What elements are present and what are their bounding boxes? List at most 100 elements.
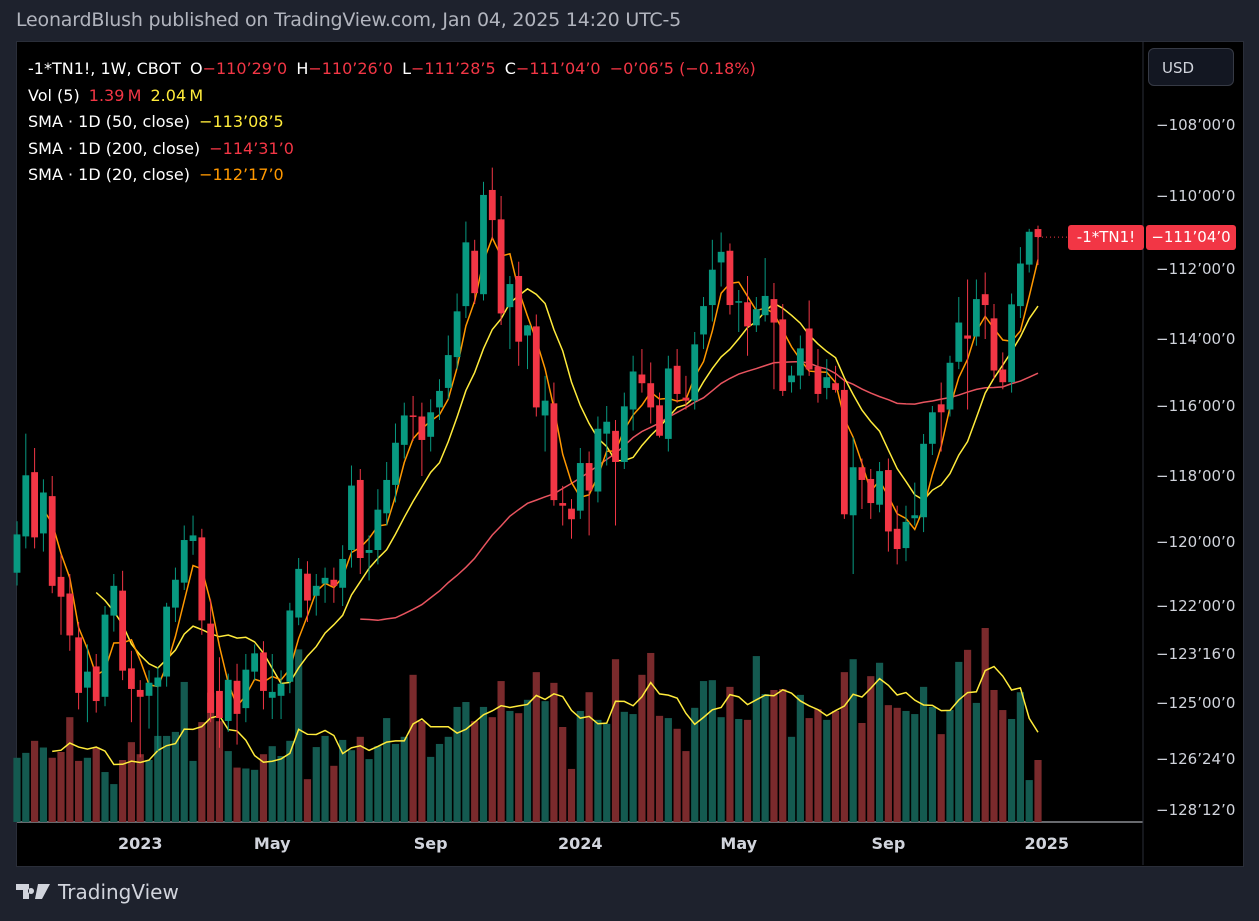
candle-body — [119, 590, 127, 671]
candle-body — [66, 593, 74, 636]
volume-bar — [990, 689, 998, 822]
volume-bar — [638, 674, 646, 822]
volume-bar — [66, 717, 74, 822]
volume-bar — [963, 649, 972, 822]
candle-body — [770, 299, 778, 323]
volume-bar — [127, 742, 136, 822]
candle-body — [383, 479, 391, 514]
volume-bar — [796, 694, 804, 822]
candle-body — [172, 579, 179, 608]
volume-bar — [594, 719, 602, 822]
price-tick-label: −118’00’0 — [1156, 467, 1236, 485]
volume-bar — [849, 659, 857, 822]
candle-body — [814, 366, 822, 394]
candle-body — [471, 250, 479, 294]
volume-bar — [286, 740, 294, 822]
price-tick-label: −123’16’0 — [1156, 645, 1236, 663]
candle-body — [532, 326, 540, 408]
volume-bar — [303, 779, 312, 822]
candle-body — [568, 508, 575, 520]
volume-bar — [567, 768, 576, 822]
volume-bar — [444, 736, 452, 822]
legend-sma200-row[interactable]: SMA · 1D (200, close) −114’31’0 — [28, 136, 756, 163]
candle-body — [981, 294, 989, 306]
volume-bar — [664, 718, 672, 822]
volume-bar — [471, 721, 479, 822]
candle-body — [286, 610, 294, 682]
candle-body — [911, 515, 919, 519]
candle-body — [251, 653, 259, 672]
volume-bar — [787, 736, 796, 822]
volume-bar — [620, 711, 628, 822]
candle-body — [673, 365, 681, 394]
time-tick-label: 2024 — [558, 834, 603, 853]
volume-bar — [347, 750, 356, 822]
candle-body — [691, 344, 699, 401]
volume-bar — [946, 710, 954, 822]
volume-bar — [356, 736, 364, 822]
volume-bar — [400, 736, 408, 822]
volume-bar — [427, 756, 435, 822]
legend-close: −111’04’0 — [515, 59, 601, 78]
price-tick-label: −114’00’0 — [1156, 330, 1236, 348]
legend-close-label: C — [504, 59, 516, 78]
price-tick-label: −126’24’0 — [1156, 750, 1236, 768]
price-tick-label: −108’00’0 — [1156, 116, 1236, 134]
candle-body — [796, 348, 804, 376]
candle-body — [22, 475, 30, 537]
candle-body — [444, 355, 452, 388]
volume-bar — [831, 710, 840, 822]
candle-body — [75, 637, 83, 693]
volume-bar — [277, 755, 285, 822]
candle-body — [884, 470, 892, 532]
volume-bar — [708, 680, 716, 822]
volume-bar — [999, 710, 1007, 822]
volume-bar — [268, 746, 276, 822]
candle-body — [541, 400, 549, 416]
volume-bar — [735, 718, 743, 822]
legend-sma20-row[interactable]: SMA · 1D (20, close) −112’17’0 — [28, 162, 756, 189]
time-tick-label: 2023 — [117, 834, 163, 853]
candle-body — [955, 322, 963, 362]
volume-bar — [13, 757, 21, 822]
candle-body — [330, 579, 338, 586]
candle-body — [233, 680, 241, 714]
volume-bar — [57, 751, 65, 822]
candle-body — [920, 443, 927, 518]
volume-bar — [955, 661, 963, 822]
candle-body — [92, 666, 100, 702]
candle-body — [57, 576, 65, 597]
volume-bar — [198, 722, 206, 822]
volume-bar — [691, 707, 699, 822]
volume-bar — [1016, 692, 1024, 822]
legend-volume-row[interactable]: Vol (5) 1.39 M 2.04 M — [28, 83, 756, 110]
candle-body — [744, 302, 751, 327]
price-tick-label: −120’00’0 — [1156, 533, 1236, 551]
sma200-line — [360, 360, 1039, 622]
volume-bar — [409, 674, 417, 822]
candle-body — [1008, 304, 1015, 383]
time-tick-label: May — [720, 834, 758, 853]
volume-bar — [699, 681, 708, 822]
candle-body — [999, 369, 1007, 383]
volume-bar — [497, 681, 505, 822]
volume-bar — [136, 754, 144, 822]
candle-body — [858, 467, 866, 480]
volume-bar — [101, 772, 109, 822]
candle-body — [154, 677, 162, 687]
legend-symbol[interactable]: -1*TN1!, 1W, CBOT — [28, 59, 181, 78]
volume-bar — [506, 710, 514, 822]
footer-brand-text: TradingView — [58, 880, 179, 904]
volume-bar — [365, 759, 373, 822]
volume-bar — [154, 735, 162, 822]
candle-body — [761, 295, 769, 316]
volume-bar — [259, 754, 268, 822]
candle-body — [515, 276, 523, 342]
candle-body — [488, 189, 496, 221]
candle-body — [559, 503, 567, 506]
legend-sma50-row[interactable]: SMA · 1D (50, close) −113’08’5 — [28, 109, 756, 136]
volume-bar — [22, 752, 30, 822]
currency-button[interactable]: USD — [1148, 48, 1234, 86]
candle-body — [260, 652, 267, 691]
